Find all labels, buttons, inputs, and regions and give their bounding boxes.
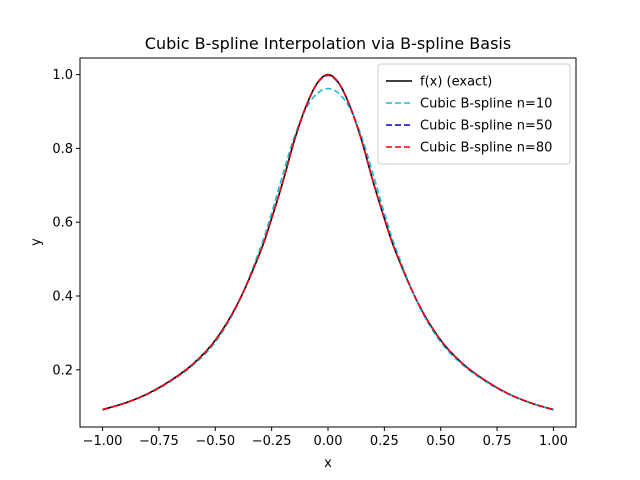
x-tick-label: −0.50 [195, 434, 235, 449]
y-axis-ticks: 0.2 0.4 0.6 0.8 1.0 [52, 68, 80, 378]
y-axis-label: y [29, 238, 44, 246]
y-tick-label: 0.8 [52, 142, 73, 157]
x-tick-label: 0.00 [314, 434, 343, 449]
legend: f(x) (exact) Cubic B-spline n=10 Cubic B-s… [377, 63, 571, 165]
x-tick-label: 0.75 [483, 434, 512, 449]
legend-entry: Cubic B-spline n=80 [420, 141, 552, 156]
series-line-1 [102, 87, 554, 411]
legend-entry: Cubic B-spline n=10 [420, 97, 552, 112]
plot-area [102, 73, 554, 411]
x-tick-label: 0.50 [426, 434, 455, 449]
plot-frame [79, 57, 577, 428]
y-tick-label: 0.2 [52, 363, 73, 378]
legend-box [377, 63, 571, 165]
legend-entry: Cubic B-spline n=50 [420, 119, 552, 134]
x-tick-label: 1.00 [539, 434, 568, 449]
y-tick-label: 0.4 [52, 290, 73, 305]
y-tick-label: 1.0 [52, 68, 73, 83]
legend-entry: f(x) (exact) [420, 75, 492, 90]
y-tick-label: 0.6 [52, 216, 73, 231]
series-line-3 [102, 74, 554, 411]
x-tick-label: −1.00 [83, 434, 123, 449]
chart-title: Cubic B-spline Interpolation via B-splin… [145, 34, 511, 53]
x-tick-label: −0.75 [139, 434, 179, 449]
x-tick-label: 0.25 [370, 434, 399, 449]
x-tick-label: −0.25 [252, 434, 292, 449]
x-axis-ticks: −1.00 −0.75 −0.50 −0.25 0.00 0.25 0.50 0.75 1.00 [83, 427, 568, 449]
x-axis-label: x [324, 456, 332, 471]
